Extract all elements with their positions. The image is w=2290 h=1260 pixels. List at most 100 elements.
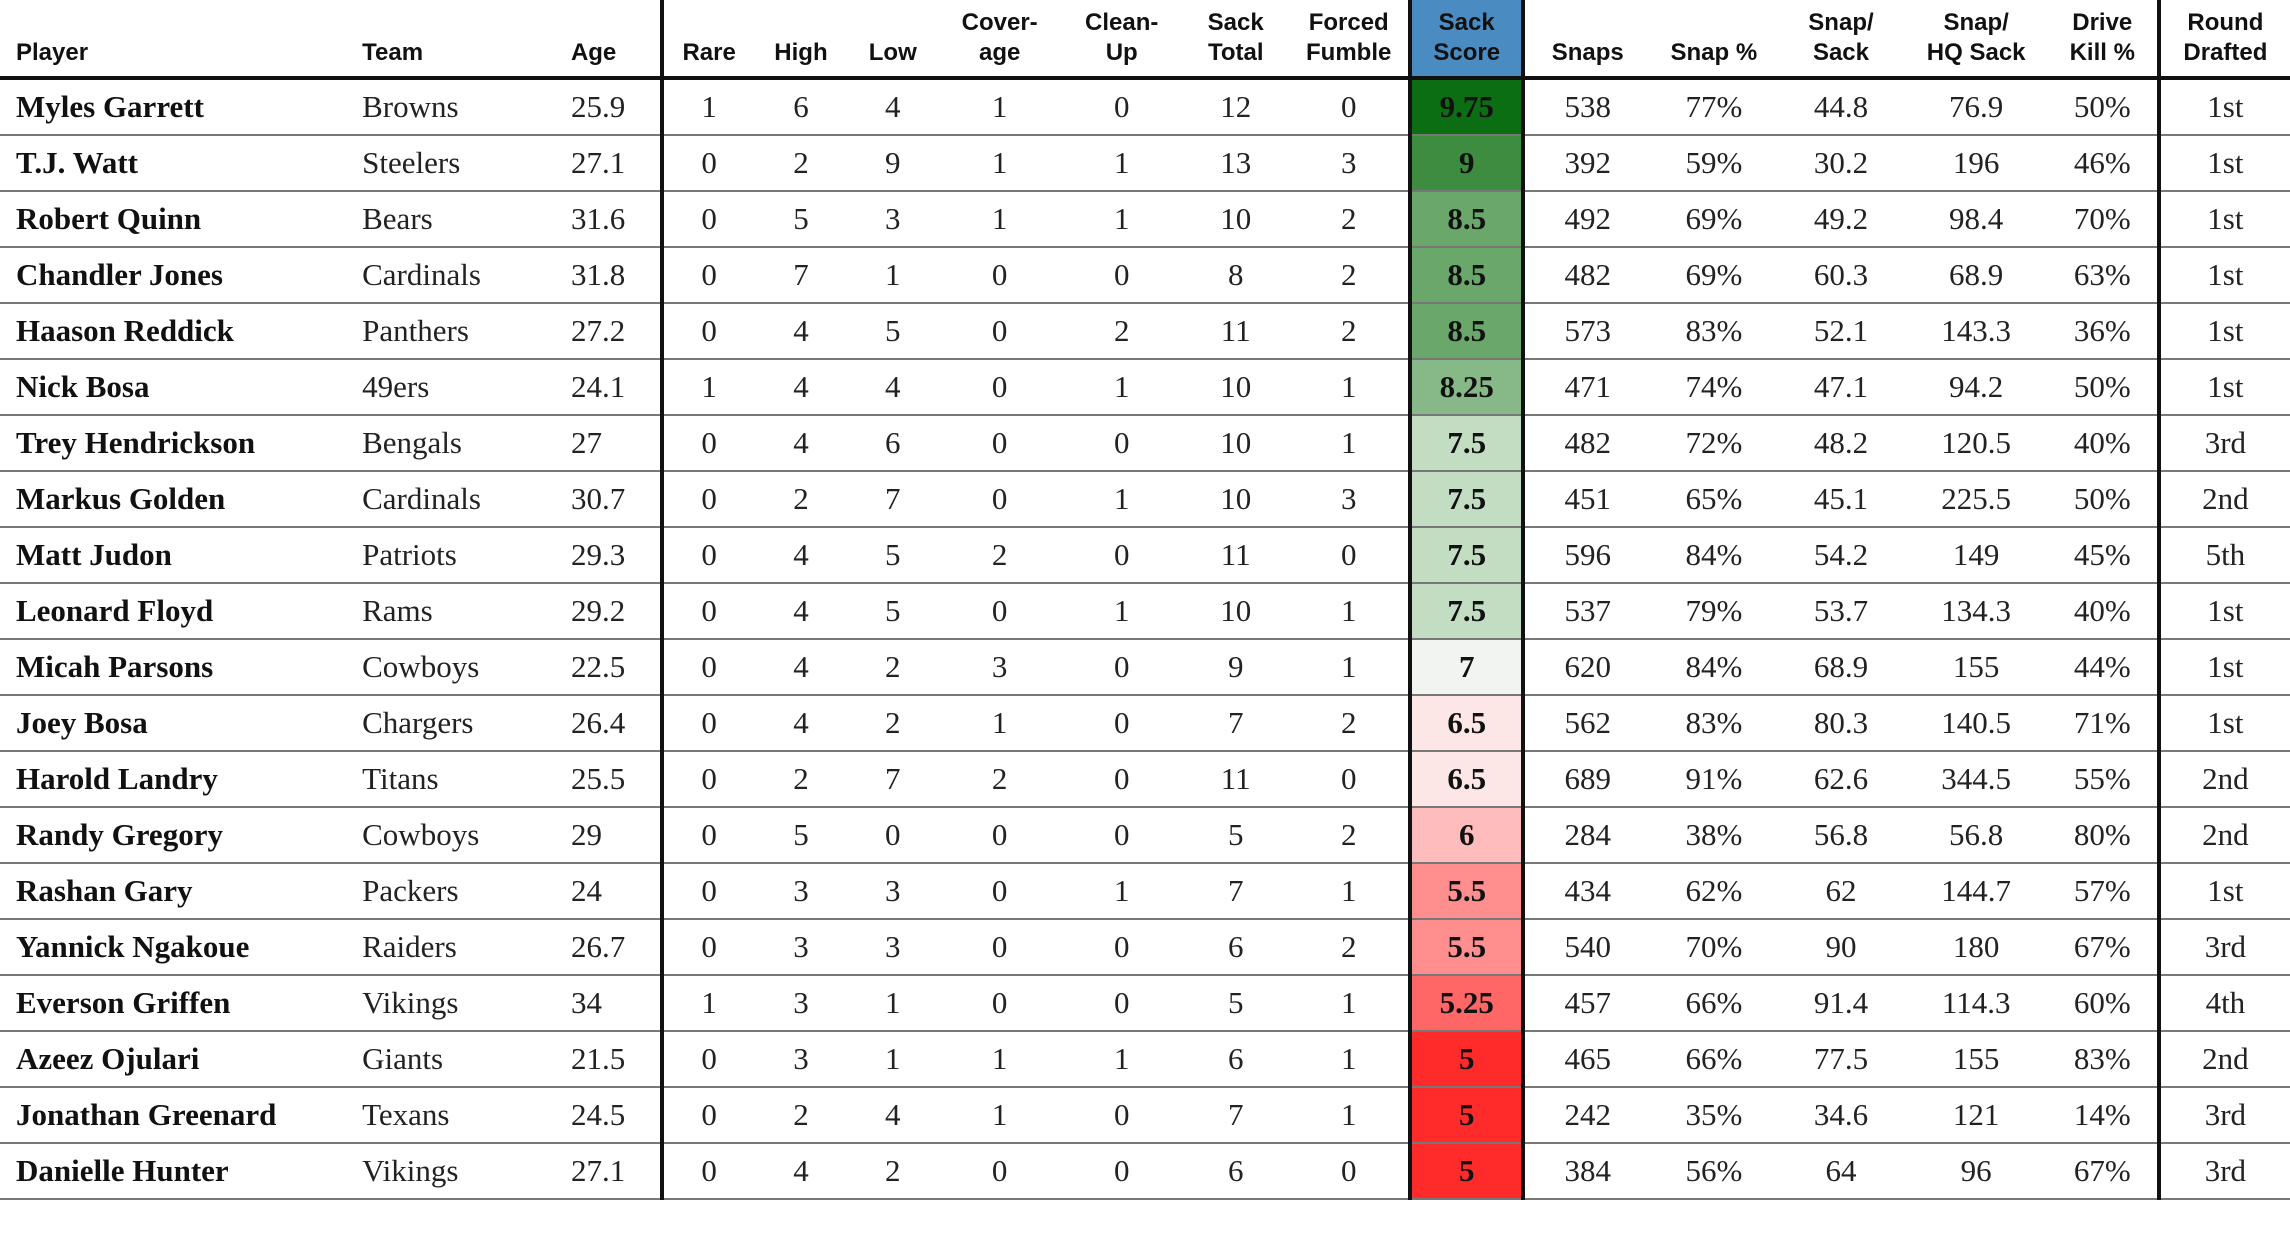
cell-sack-score: 9 <box>1408 135 1526 192</box>
cell-team: Raiders <box>358 919 567 976</box>
cell-drive-kill: 70% <box>2047 191 2159 248</box>
table-row[interactable]: Haason Reddick Panthers 27.2 0 4 5 0 2 11 2 8.5 573… <box>0 303 2290 360</box>
header-snap-sack[interactable]: Snap/Sack <box>1777 0 1905 80</box>
cell-round-drafted: 1st <box>2156 863 2290 920</box>
header-team[interactable]: Team <box>358 0 567 80</box>
cell-high: 5 <box>754 191 848 248</box>
cell-round-drafted: 3rd <box>2156 415 2290 472</box>
table-row[interactable]: Azeez Ojulari Giants 21.5 0 3 1 1 1 6 1 5 465 66% 77.… <box>0 1031 2290 1088</box>
header-age[interactable]: Age <box>566 0 662 80</box>
cell-sack-score: 7.5 <box>1408 415 1526 472</box>
table-row[interactable]: Joey Bosa Chargers 26.4 0 4 2 1 0 7 2 6.5 562 83% 80.… <box>0 695 2290 752</box>
cell-rare: 0 <box>659 863 755 920</box>
cell-age: 27.2 <box>566 303 662 360</box>
cell-forced-fumble: 2 <box>1289 695 1411 752</box>
cell-low: 5 <box>847 527 939 584</box>
cell-round-drafted: 3rd <box>2156 1087 2290 1144</box>
cell-cleanup: 1 <box>1061 1031 1183 1088</box>
cell-rare: 0 <box>659 807 755 864</box>
table-row[interactable]: Danielle Hunter Vikings 27.1 0 4 2 0 0 6 0 5 384 56%… <box>0 1143 2290 1200</box>
header-sack-score[interactable]: Sack Score <box>1408 0 1526 80</box>
header-player[interactable]: Player <box>0 0 359 80</box>
cell-team: Steelers <box>358 135 567 192</box>
cell-forced-fumble: 2 <box>1289 919 1411 976</box>
table-row[interactable]: Markus Golden Cardinals 30.7 0 2 7 0 1 10 3 7.5 451… <box>0 471 2290 528</box>
cell-age: 26.7 <box>566 919 662 976</box>
table-row[interactable]: Leonard Floyd Rams 29.2 0 4 5 0 1 10 1 7.5 537 79% 53… <box>0 583 2290 640</box>
cell-snaps: 384 <box>1523 1143 1651 1200</box>
cell-coverage: 0 <box>938 975 1062 1032</box>
header-rare[interactable]: Rare <box>659 0 755 80</box>
table-row[interactable]: Yannick Ngakoue Raiders 26.7 0 3 3 0 0 6 2 5.5 540 7… <box>0 919 2290 976</box>
cell-round-drafted: 3rd <box>2156 919 2290 976</box>
cell-team: Rams <box>358 583 567 640</box>
cell-sack-total: 6 <box>1182 1031 1290 1088</box>
cell-high: 4 <box>754 639 848 696</box>
cell-snaps: 689 <box>1523 751 1651 808</box>
table-row[interactable]: Nick Bosa 49ers 24.1 1 4 4 0 1 10 1 8.25 471 74% 47.1… <box>0 359 2290 416</box>
table-row[interactable]: Rashan Gary Packers 24 0 3 3 0 1 7 1 5.5 434 62% 62 14… <box>0 863 2290 920</box>
cell-snap-hq-sack: 94.2 <box>1904 359 2048 416</box>
cell-snap-sack: 77.5 <box>1777 1031 1905 1088</box>
table-row[interactable]: T.J. Watt Steelers 27.1 0 2 9 1 1 13 3 9 392 59% 30.2… <box>0 135 2290 192</box>
cell-team: Bears <box>358 191 567 248</box>
cell-snap-pct: 56% <box>1650 1143 1778 1200</box>
cell-player: Haason Reddick <box>0 303 359 360</box>
cell-sack-score: 5 <box>1408 1087 1526 1144</box>
header-sack-total[interactable]: Sack Total <box>1182 0 1290 80</box>
cell-snap-hq-sack: 121 <box>1904 1087 2048 1144</box>
header-snaps[interactable]: Snaps <box>1523 0 1651 80</box>
cell-coverage: 2 <box>938 751 1062 808</box>
cell-snap-sack: 62 <box>1777 863 1905 920</box>
header-high[interactable]: High <box>754 0 848 80</box>
header-round-drafted[interactable]: Round Drafted <box>2156 0 2290 80</box>
cell-drive-kill: 67% <box>2047 1143 2159 1200</box>
cell-snap-sack: 34.6 <box>1777 1087 1905 1144</box>
header-snap-pct[interactable]: Snap % <box>1650 0 1778 80</box>
cell-snap-pct: 59% <box>1650 135 1778 192</box>
table-row[interactable]: Micah Parsons Cowboys 22.5 0 4 2 3 0 9 1 7 620 84% 68… <box>0 639 2290 696</box>
cell-high: 3 <box>754 919 848 976</box>
header-drive-kill[interactable]: Drive Kill % <box>2047 0 2159 80</box>
cell-sack-score: 5 <box>1408 1031 1526 1088</box>
cell-player: Danielle Hunter <box>0 1143 359 1200</box>
cell-snap-sack: 68.9 <box>1777 639 1905 696</box>
cell-sack-score: 7.5 <box>1408 527 1526 584</box>
cell-rare: 0 <box>659 695 755 752</box>
table-row[interactable]: Robert Quinn Bears 31.6 0 5 3 1 1 10 2 8.5 492 69% 49… <box>0 191 2290 248</box>
header-snap-hq-sack[interactable]: Snap/HQ Sack <box>1904 0 2048 80</box>
header-coverage[interactable]: Cover-age <box>938 0 1062 80</box>
table-row[interactable]: Trey Hendrickson Bengals 27 0 4 6 0 0 10 1 7.5 482 7… <box>0 415 2290 472</box>
cell-snap-pct: 70% <box>1650 919 1778 976</box>
cell-team: Patriots <box>358 527 567 584</box>
cell-player: Rashan Gary <box>0 863 359 920</box>
cell-low: 6 <box>847 415 939 472</box>
cell-low: 3 <box>847 919 939 976</box>
cell-round-drafted: 4th <box>2156 975 2290 1032</box>
table-row[interactable]: Harold Landry Titans 25.5 0 2 7 2 0 11 0 6.5 689 91%… <box>0 751 2290 808</box>
header-low[interactable]: Low <box>847 0 939 80</box>
cell-round-drafted: 1st <box>2156 359 2290 416</box>
table-row[interactable]: Matt Judon Patriots 29.3 0 4 5 2 0 11 0 7.5 596 84% 5… <box>0 527 2290 584</box>
table-row[interactable]: Everson Griffen Vikings 34 1 3 1 0 0 5 1 5.25 457 66… <box>0 975 2290 1032</box>
cell-player: Yannick Ngakoue <box>0 919 359 976</box>
cell-snap-pct: 74% <box>1650 359 1778 416</box>
cell-low: 4 <box>847 78 939 136</box>
cell-player: Azeez Ojulari <box>0 1031 359 1088</box>
table-row[interactable]: Myles Garrett Browns 25.9 1 6 4 1 0 12 0 9.75 538 77… <box>0 78 2290 136</box>
cell-sack-score: 7.5 <box>1408 583 1526 640</box>
cell-cleanup: 0 <box>1061 415 1183 472</box>
table-row[interactable]: Chandler Jones Cardinals 31.8 0 7 1 0 0 8 2 8.5 482… <box>0 247 2290 304</box>
header-cleanup[interactable]: Clean- Up <box>1061 0 1183 80</box>
cell-snap-hq-sack: 344.5 <box>1904 751 2048 808</box>
cell-coverage: 0 <box>938 583 1062 640</box>
cell-snap-pct: 35% <box>1650 1087 1778 1144</box>
cell-cleanup: 1 <box>1061 863 1183 920</box>
cell-round-drafted: 5th <box>2156 527 2290 584</box>
cell-low: 1 <box>847 1031 939 1088</box>
cell-sack-total: 11 <box>1182 527 1290 584</box>
table-row[interactable]: Jonathan Greenard Texans 24.5 0 2 4 1 0 7 1 5 242 35… <box>0 1087 2290 1144</box>
cell-low: 2 <box>847 1143 939 1200</box>
table-row[interactable]: Randy Gregory Cowboys 29 0 5 0 0 0 5 2 6 284 38% 56.8… <box>0 807 2290 864</box>
header-forced-fumble[interactable]: Forced Fumble <box>1289 0 1411 80</box>
